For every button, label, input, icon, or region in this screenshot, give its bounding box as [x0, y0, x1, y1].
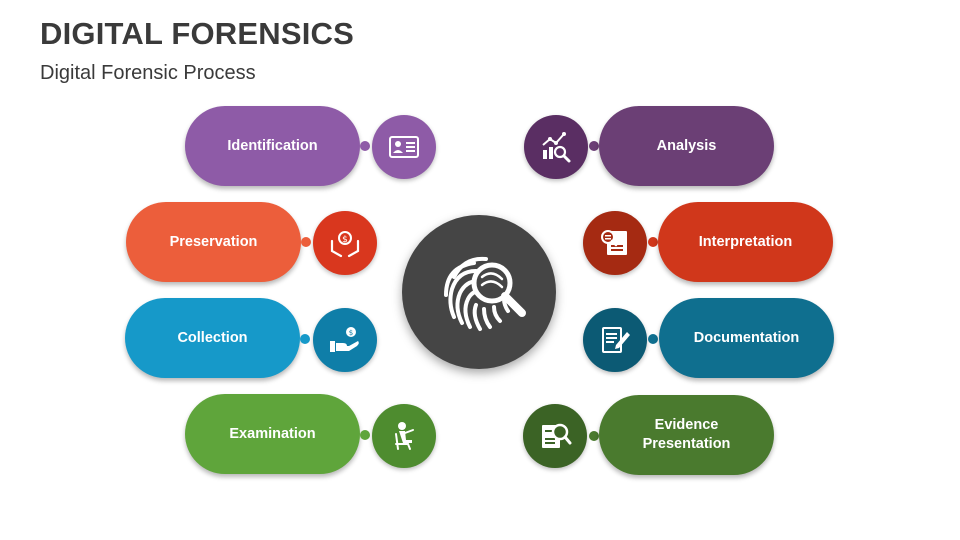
step-icon-circle [372, 404, 436, 468]
step-examination: Examination [185, 394, 360, 474]
svg-text:$: $ [349, 329, 353, 337]
chart-magnifier-icon [542, 132, 571, 163]
step-label: Preservation [169, 233, 258, 250]
connector-dot [301, 237, 311, 247]
step-icon-circle [583, 308, 647, 372]
id-card-icon [389, 136, 419, 158]
step-label: Identification [227, 137, 318, 154]
connector-dot [648, 237, 658, 247]
connector-dot [360, 141, 370, 151]
step-label: Analysis [656, 137, 717, 154]
step-collection: Collection [125, 298, 300, 378]
step-label: Interpretation [698, 233, 793, 250]
document-magnifier-icon [601, 230, 627, 255]
connector-dot [589, 431, 599, 441]
step-label: Evidence Presentation [642, 417, 731, 452]
step-documentation: Documentation [659, 298, 834, 378]
step-analysis: Analysis [599, 106, 774, 186]
step-evidence-presentation: Evidence Presentation [599, 395, 774, 475]
person-reading-icon [395, 422, 414, 450]
center-circle [402, 215, 556, 369]
connector-dot [360, 430, 370, 440]
svg-text:$: $ [342, 235, 348, 245]
connector-dot [589, 141, 599, 151]
hands-coin-icon: $ [330, 231, 360, 258]
step-label: Collection [177, 329, 248, 346]
connector-dot [648, 334, 658, 344]
connector-dot [300, 334, 310, 344]
step-icon-circle: $ [313, 308, 377, 372]
step-preservation: Preservation [126, 202, 301, 282]
step-identification: Identification [185, 106, 360, 186]
step-icon-circle: $ [313, 211, 377, 275]
step-icon-circle [372, 115, 436, 179]
hand-coin-icon: $ [330, 327, 359, 352]
page-subtitle: Digital Forensic Process [40, 62, 256, 84]
page-title: DIGITAL FORENSICS [40, 16, 354, 51]
step-icon-circle [583, 211, 647, 275]
step-icon-circle [524, 115, 588, 179]
step-interpretation: Interpretation [658, 202, 833, 282]
step-icon-circle [523, 404, 587, 468]
step-label: Examination [229, 425, 316, 442]
report-magnifier-icon [542, 423, 572, 448]
fingerprint-magnifier-icon [444, 256, 526, 331]
step-label: Documentation [693, 329, 800, 346]
document-pen-icon [602, 327, 630, 353]
